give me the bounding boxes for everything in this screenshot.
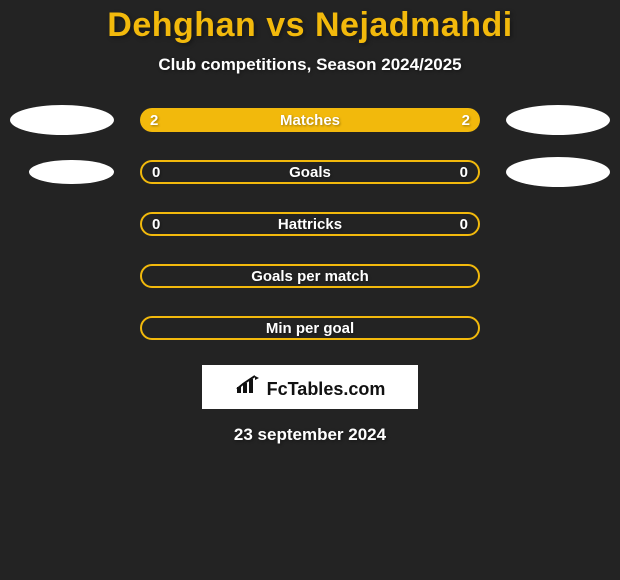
stat-row: Goals per match	[0, 261, 620, 291]
stat-row: 0Hattricks0	[0, 209, 620, 239]
stat-label: Hattricks	[142, 216, 478, 233]
stat-row: 0Goals0	[0, 157, 620, 187]
stat-value-right: 0	[460, 164, 468, 181]
subtitle: Club competitions, Season 2024/2025	[158, 55, 461, 75]
stat-rows: 2Matches20Goals00Hattricks0Goals per mat…	[0, 105, 620, 365]
stat-pill: Goals per match	[140, 264, 480, 288]
footer-date: 23 september 2024	[234, 425, 386, 445]
chart-icon	[235, 375, 261, 395]
fctables-logo: FcTables.com	[235, 375, 386, 400]
right-oval	[506, 105, 610, 135]
stat-label: Goals per match	[142, 268, 478, 285]
left-oval	[10, 105, 114, 135]
stat-row: Min per goal	[0, 313, 620, 343]
stat-value-left: 0	[152, 164, 160, 181]
stat-label: Goals	[142, 164, 478, 181]
stat-label: Min per goal	[142, 320, 478, 337]
stat-pill: Min per goal	[140, 316, 480, 340]
stat-pill: 0Goals0	[140, 160, 480, 184]
stat-value-right: 2	[462, 112, 470, 129]
vs-separator: vs	[266, 6, 305, 44]
comparison-card: Dehghan vs Nejadmahdi Club competitions,…	[0, 0, 620, 580]
stat-value-left: 2	[150, 112, 158, 129]
stat-value-left: 0	[152, 216, 160, 233]
left-oval	[29, 160, 114, 185]
right-oval	[506, 157, 610, 187]
player-b-name: Nejadmahdi	[315, 6, 513, 44]
stat-pill: 2Matches2	[140, 108, 480, 132]
stat-pill: 0Hattricks0	[140, 212, 480, 236]
stat-row: 2Matches2	[0, 105, 620, 135]
stat-value-right: 0	[460, 216, 468, 233]
page-title: Dehghan vs Nejadmahdi	[107, 6, 512, 45]
stat-label: Matches	[140, 112, 480, 129]
logo-box: FcTables.com	[202, 365, 418, 409]
player-a-name: Dehghan	[107, 6, 256, 44]
logo-text: FcTables.com	[267, 379, 386, 400]
